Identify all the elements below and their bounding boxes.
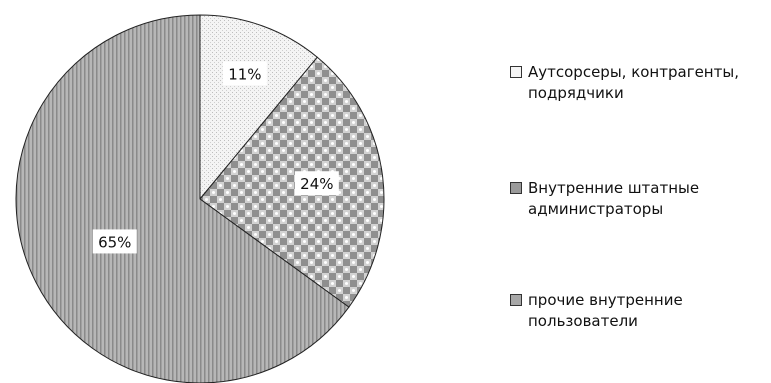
slice-label-other-users: 65% (98, 233, 131, 251)
legend-item-admins: Внутренние штатные администраторы (510, 178, 763, 220)
legend-swatch-outsourcers (510, 66, 522, 78)
slice-other-users (15, 14, 350, 383)
slice-outsourcers (199, 14, 318, 201)
pie-chart: 11% 24% 65% (15, 14, 385, 383)
legend-swatch-other-users (510, 294, 522, 306)
legend-label-admins: Внутренние штатные администраторы (528, 179, 700, 218)
legend-label-outsourcers: Аутсорсеры, контрагенты, подрядчики (528, 63, 739, 102)
legend-label-other-users: прочие внутренние пользователи (528, 291, 683, 330)
slice-label-other-users-bg (92, 229, 137, 254)
legend-item-other-users: прочие внутренние пользователи (510, 290, 763, 332)
slice-label-outsourcers-bg (222, 61, 267, 86)
slice-label-admins: 24% (300, 175, 333, 193)
legend-item-outsourcers: Аутсорсеры, контрагенты, подрядчики (510, 62, 763, 104)
slice-label-outsourcers: 11% (228, 65, 261, 83)
slice-admins (199, 56, 385, 308)
slice-label-admins-bg (294, 171, 339, 196)
legend-swatch-admins (510, 182, 522, 194)
